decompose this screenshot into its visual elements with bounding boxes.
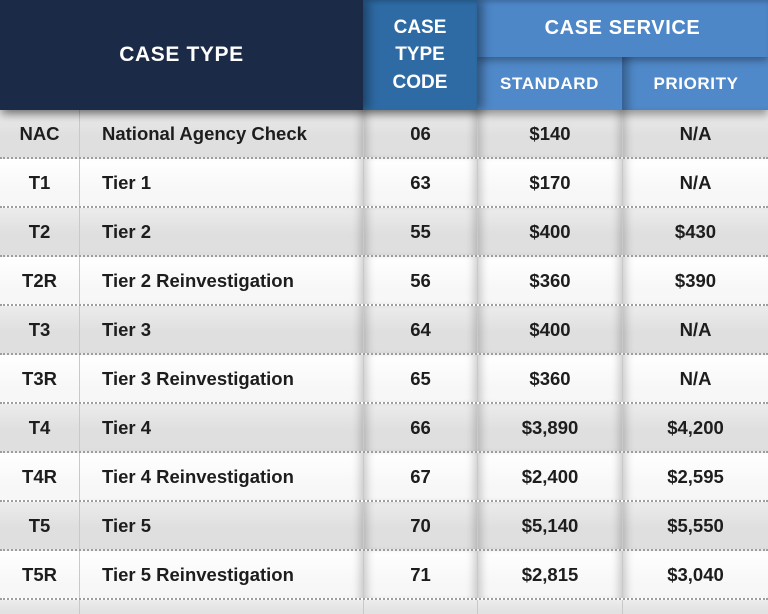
table-row: T5 Tier 5 70 $5,140 $5,550 <box>0 502 768 551</box>
standard-price: $360 <box>477 257 622 304</box>
case-code: 67 <box>363 453 477 500</box>
case-abbr: T3 <box>28 318 51 340</box>
table-row: T4 Tier 4 66 $3,890 $4,200 <box>0 404 768 453</box>
case-code: 63 <box>363 159 477 206</box>
case-code: 56 <box>363 257 477 304</box>
standard-price: $3,890 <box>477 404 622 451</box>
priority-price: $390 <box>622 257 768 304</box>
case-abbr: T2R <box>22 269 57 291</box>
case-abbr: T2 <box>28 220 51 242</box>
priority-price: $3,040 <box>622 551 768 598</box>
table-row: T4R Tier 4 Reinvestigation 67 $2,400 $2,… <box>0 453 768 502</box>
case-name: Tier 5 Reinvestigation <box>79 551 363 598</box>
header-service-subrow: STANDARD PRIORITY <box>477 57 768 110</box>
table-row: NAC National Agency Check 06 $140 N/A <box>0 110 768 159</box>
header-standard: STANDARD <box>477 57 622 110</box>
header-case-type-code: CASE TYPE CODE <box>363 0 477 110</box>
table-row: T2 Tier 2 55 $400 $430 <box>0 208 768 257</box>
header-priority: PRIORITY <box>622 57 768 110</box>
case-name: Tier 5 <box>79 502 363 549</box>
table-row: T5R Tier 5 Reinvestigation 71 $2,815 $3,… <box>0 551 768 600</box>
table-row: T3 Tier 3 64 $400 N/A <box>0 306 768 355</box>
standard-price: $360 <box>477 355 622 402</box>
table-row: T3R Tier 3 Reinvestigation 65 $360 N/A <box>0 355 768 404</box>
table-row: T1 Tier 1 63 $170 N/A <box>0 159 768 208</box>
case-code: 06 <box>363 110 477 157</box>
priority-price: N/A <box>622 306 768 353</box>
case-name: National Agency Check <box>79 110 363 157</box>
case-abbr: NAC <box>19 122 60 144</box>
table-header: CASE TYPE CASE TYPE CODE CASE SERVICE ST… <box>0 0 768 110</box>
standard-price: $5,140 <box>477 502 622 549</box>
case-name: Tier 4 Reinvestigation <box>79 453 363 500</box>
header-case-type: CASE TYPE <box>0 0 363 110</box>
case-code: 65 <box>363 355 477 402</box>
header-case-service: CASE SERVICE <box>477 0 768 57</box>
priority-price: $2,595 <box>622 453 768 500</box>
standard-price: $140 <box>477 110 622 157</box>
case-name: Tier 3 <box>79 306 363 353</box>
standard-price: $170 <box>477 159 622 206</box>
standard-price: $400 <box>477 208 622 255</box>
standard-price: $2,400 <box>477 453 622 500</box>
table-row: T2R Tier 2 Reinvestigation 56 $360 $390 <box>0 257 768 306</box>
case-code: 64 <box>363 306 477 353</box>
case-name: Tier 2 <box>79 208 363 255</box>
case-code: 71 <box>363 551 477 598</box>
standard-price: $2,815 <box>477 551 622 598</box>
priority-price: N/A <box>622 110 768 157</box>
case-abbr: T5 <box>28 514 51 536</box>
priority-price: $5,550 <box>622 502 768 549</box>
partial-next-row <box>0 600 768 614</box>
case-name: Tier 2 Reinvestigation <box>79 257 363 304</box>
priority-price: $430 <box>622 208 768 255</box>
case-code: 55 <box>363 208 477 255</box>
header-case-service-group: CASE SERVICE STANDARD PRIORITY <box>477 0 768 110</box>
priority-price: N/A <box>622 355 768 402</box>
case-name: Tier 3 Reinvestigation <box>79 355 363 402</box>
table-body: NAC National Agency Check 06 $140 N/A T1… <box>0 110 768 600</box>
case-name: Tier 1 <box>79 159 363 206</box>
standard-price: $400 <box>477 306 622 353</box>
case-abbr: T4 <box>28 416 51 438</box>
priority-price: $4,200 <box>622 404 768 451</box>
priority-price: N/A <box>622 159 768 206</box>
case-code: 70 <box>363 502 477 549</box>
case-abbr: T1 <box>28 171 51 193</box>
case-abbr: T3R <box>22 367 57 389</box>
case-abbr: T5R <box>22 563 57 585</box>
case-code: 66 <box>363 404 477 451</box>
case-name: Tier 4 <box>79 404 363 451</box>
case-abbr: T4R <box>22 465 57 487</box>
